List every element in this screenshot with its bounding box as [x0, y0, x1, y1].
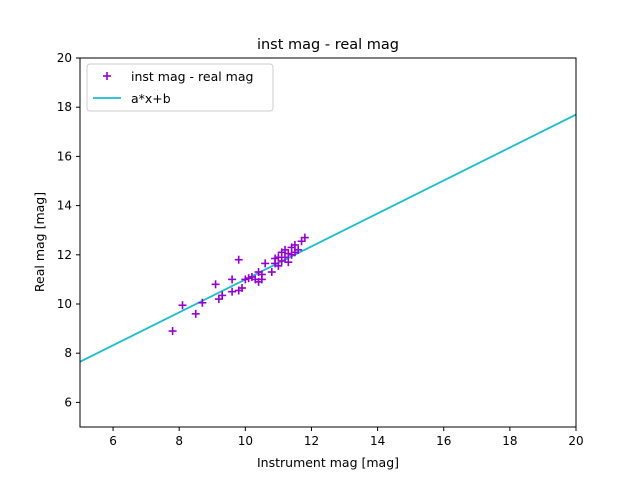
scatter-point — [267, 268, 276, 277]
x-tick-label: 8 — [175, 434, 183, 448]
scatter-point — [290, 240, 299, 249]
scatter-point — [191, 309, 200, 318]
scatter-point — [257, 275, 266, 284]
y-tick-label: 8 — [64, 346, 72, 360]
chart-title: inst mag - real mag — [257, 37, 399, 53]
scatter-point — [238, 284, 247, 293]
y-tick-label: 10 — [57, 297, 72, 311]
axes: 6 8 10 12 14 16 18 20 6 8 10 12 14 16 18 20 — [57, 51, 584, 448]
x-tick-label: 6 — [109, 434, 117, 448]
x-axis-label: Instrument mag [mag] — [257, 455, 399, 470]
x-tick-label: 20 — [568, 434, 583, 448]
scatter-point — [178, 301, 187, 310]
legend-marker-scatter — [103, 72, 111, 80]
scatter-point — [228, 275, 237, 284]
scatter-point — [211, 280, 220, 289]
fit-line — [80, 113, 576, 363]
legend-label-scatter: inst mag - real mag — [131, 69, 253, 84]
scatter-point — [261, 259, 270, 268]
x-tick-label: 14 — [370, 434, 385, 448]
scatter-point — [218, 291, 227, 300]
plot-area — [80, 113, 576, 363]
axes-frame — [79, 57, 577, 428]
x-tick-label: 12 — [304, 434, 319, 448]
legend-box — [86, 63, 274, 112]
scatter-point — [274, 261, 283, 270]
x-tick-label: 18 — [502, 434, 517, 448]
scatter-point — [284, 258, 293, 267]
y-tick-label: 16 — [57, 149, 72, 163]
y-tick-label: 14 — [57, 199, 72, 213]
scatter-point — [168, 327, 177, 336]
scatter-point — [300, 233, 309, 242]
x-tick-label: 10 — [238, 434, 253, 448]
y-tick-label: 12 — [57, 248, 72, 262]
legend-label-line: a*x+b — [131, 91, 171, 106]
y-tick-label: 20 — [57, 51, 72, 65]
y-tick-label: 18 — [57, 100, 72, 114]
y-axis-label: Real mag [mag] — [32, 192, 47, 292]
x-tick-label: 16 — [436, 434, 451, 448]
scatter-point — [228, 287, 237, 296]
scatter-point — [198, 298, 207, 307]
scatter-point — [294, 245, 303, 254]
scatter-point — [234, 255, 243, 264]
y-tick-label: 6 — [64, 395, 72, 409]
legend: inst mag - real mag a*x+b — [86, 63, 274, 112]
